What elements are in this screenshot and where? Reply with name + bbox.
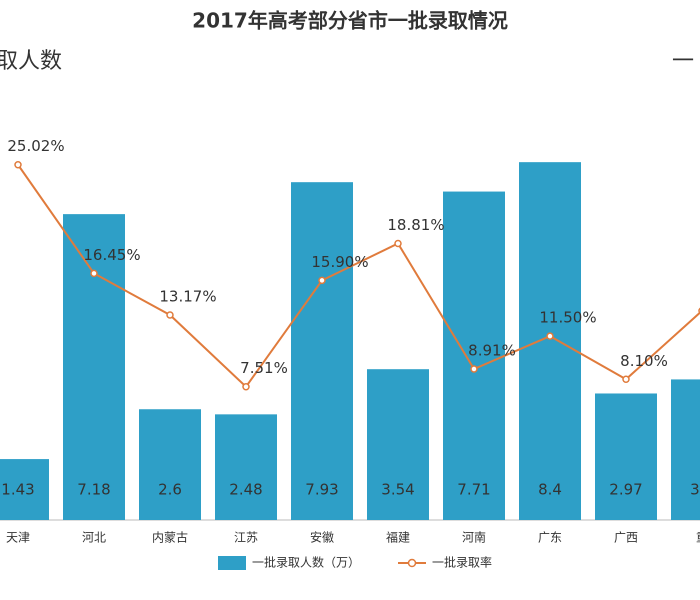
rate-label: 7.51% bbox=[240, 359, 288, 377]
x-tick-label: 福建 bbox=[386, 530, 410, 545]
rate-label: 8.10% bbox=[620, 352, 668, 370]
y2-axis-label: 一 bbox=[672, 49, 694, 74]
bar-value-label: 2.48 bbox=[229, 481, 262, 499]
legend-swatch bbox=[218, 556, 246, 570]
rate-point bbox=[318, 276, 326, 285]
rate-label: 18.81% bbox=[387, 216, 444, 234]
bar bbox=[367, 369, 429, 520]
rate-label: 11.50% bbox=[539, 309, 596, 327]
bar bbox=[519, 162, 581, 520]
bar bbox=[63, 214, 125, 520]
bar bbox=[139, 409, 201, 520]
rate-point bbox=[166, 311, 174, 319]
legend-swatch bbox=[407, 558, 417, 568]
x-tick-label: 江苏 bbox=[234, 531, 258, 545]
x-tick-label: 河北 bbox=[82, 531, 106, 545]
rate-label: 13.17% bbox=[159, 287, 216, 305]
x-tick-label: 河南 bbox=[462, 530, 486, 545]
bar-value-label: 3.54 bbox=[381, 481, 414, 499]
legend-label: 一批录取人数（万） bbox=[252, 555, 360, 570]
rate-point bbox=[394, 239, 402, 248]
x-tick-label: 天津 bbox=[6, 531, 30, 545]
rate-label: 8.91% bbox=[468, 341, 516, 359]
bar bbox=[291, 182, 353, 520]
bar-value-label: 3.3 bbox=[690, 481, 700, 499]
bar-value-label: 1.43 bbox=[1, 481, 34, 499]
rate-point bbox=[14, 160, 22, 169]
rate-label: 16.45% bbox=[83, 246, 140, 264]
bar-value-label: 7.93 bbox=[305, 481, 338, 499]
rate-point bbox=[242, 382, 250, 391]
rate-line bbox=[17, 164, 700, 389]
bar-value-label: 8.4 bbox=[538, 481, 562, 499]
x-tick-label: 重 bbox=[696, 531, 700, 545]
bar-value-label: 7.18 bbox=[77, 481, 110, 499]
x-tick-label: 广东 bbox=[538, 531, 562, 545]
y-axis-label: 取人数 bbox=[0, 49, 62, 74]
x-tick-label: 安徽 bbox=[310, 530, 334, 545]
x-tick-label: 内蒙古 bbox=[152, 530, 188, 545]
chart-title: 2017年高考部分省市一批录取情况 bbox=[192, 9, 508, 33]
rate-point bbox=[470, 365, 478, 373]
bar bbox=[215, 414, 277, 520]
bar-value-label: 2.97 bbox=[609, 481, 642, 499]
x-tick-label: 广西 bbox=[614, 531, 638, 545]
bar-value-label: 2.6 bbox=[158, 481, 182, 499]
rate-point bbox=[90, 269, 98, 278]
bar bbox=[443, 191, 505, 520]
rate-label: 25.02% bbox=[7, 137, 64, 155]
rate-point bbox=[546, 332, 554, 340]
bar bbox=[671, 379, 700, 520]
bar bbox=[595, 393, 657, 520]
legend-label: 一批录取率 bbox=[432, 555, 492, 570]
rate-label: 15.90% bbox=[311, 253, 368, 271]
bar bbox=[0, 459, 49, 520]
bar-value-label: 7.71 bbox=[457, 481, 490, 499]
rate-point bbox=[622, 375, 630, 384]
